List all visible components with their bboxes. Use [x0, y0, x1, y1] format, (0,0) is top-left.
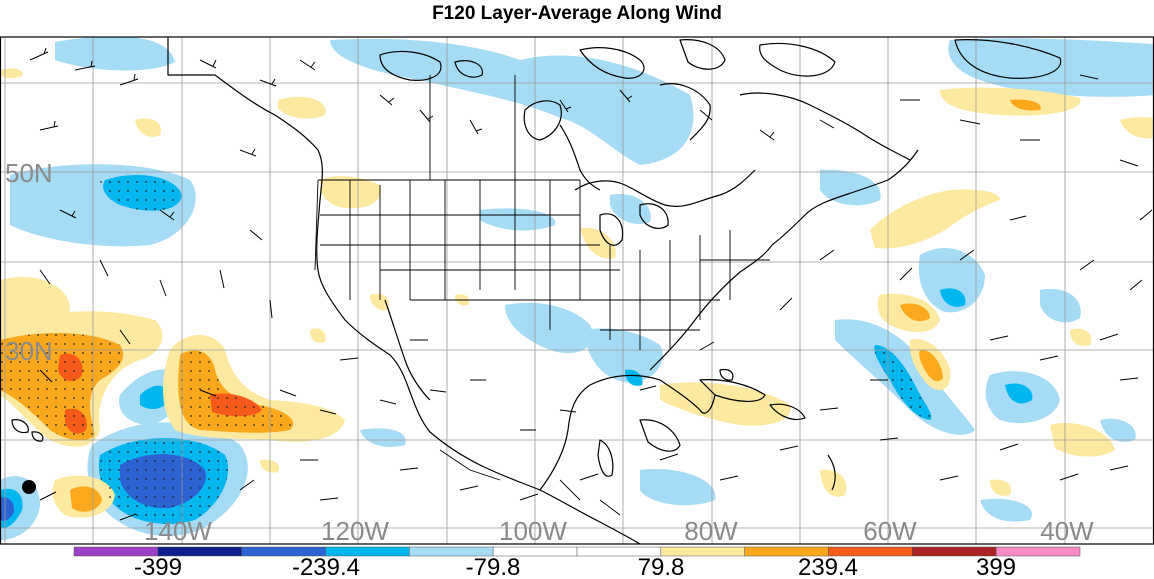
colorbar-box	[995, 546, 1081, 557]
colorbar-boxes	[73, 546, 1081, 557]
colorbar-label: 239.4	[798, 554, 858, 579]
lon-label-80w: 80W	[684, 516, 738, 546]
colorbar-label: -79.8	[466, 554, 521, 579]
colorbar: -399 -239.4 -79.8 79.8 239.4 399	[73, 546, 1081, 579]
coastlines	[11, 37, 1062, 544]
map-title: F120 Layer-Average Along Wind	[432, 3, 722, 24]
colorbar-label: -399	[134, 554, 182, 579]
lat-label-50n: 50N	[5, 158, 53, 188]
tropical-storm-marker	[22, 480, 36, 494]
lat-label-30n: 30N	[5, 336, 53, 366]
colorbar-label: 399	[976, 554, 1016, 579]
lon-label-140w: 140W	[144, 516, 212, 546]
lon-label-100w: 100W	[499, 516, 567, 546]
political-borders	[314, 75, 770, 516]
significance-stipple	[0, 173, 932, 524]
wind-barbs	[29, 47, 1153, 521]
lon-label-120w: 120W	[321, 516, 389, 546]
lon-label-60w: 60W	[863, 516, 917, 546]
colorbar-label: 79.8	[638, 554, 685, 579]
colorbar-label: -239.4	[292, 554, 360, 579]
graticule	[0, 37, 1154, 544]
lon-label-40w: 40W	[1040, 516, 1094, 546]
